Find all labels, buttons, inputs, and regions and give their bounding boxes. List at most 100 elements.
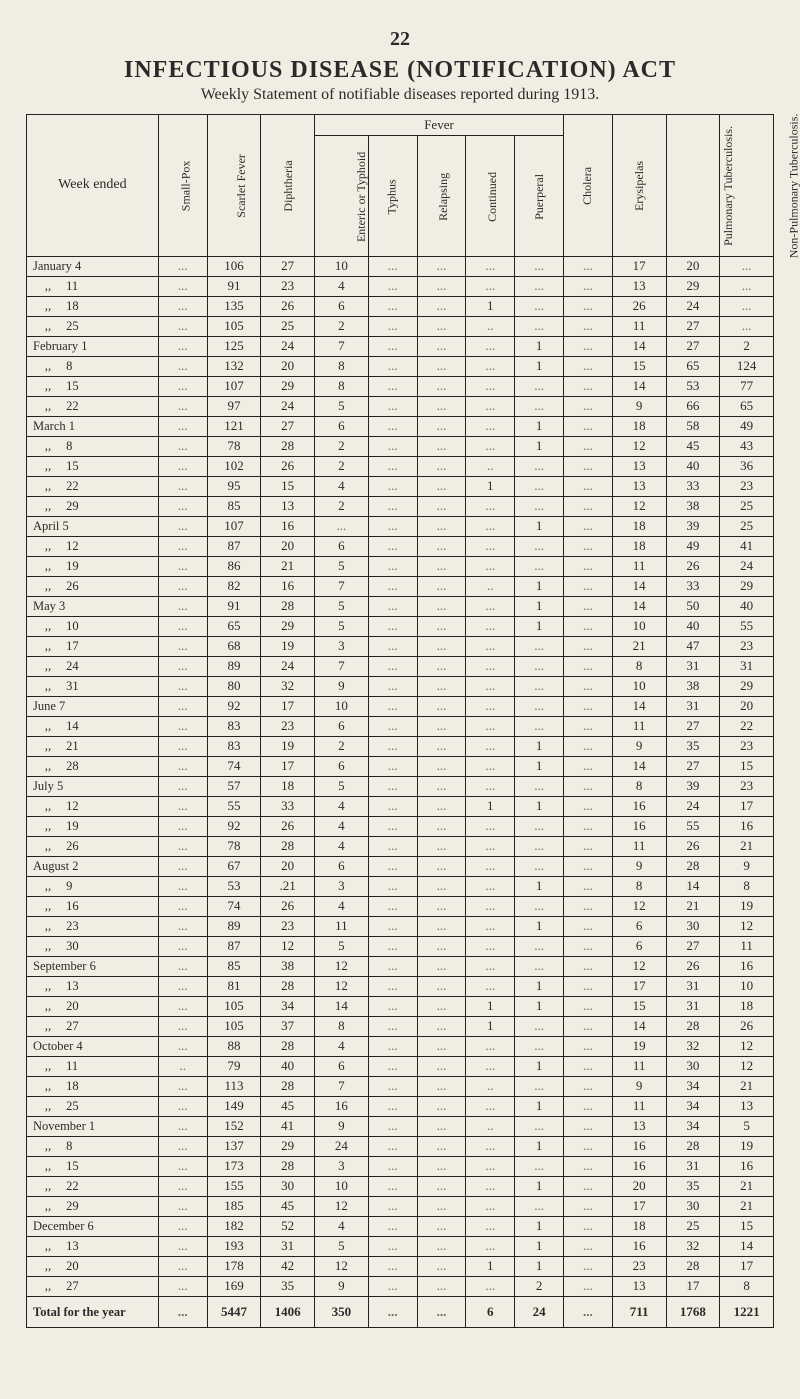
cell: 40	[261, 1057, 315, 1077]
row-label: ,, 24	[27, 657, 159, 677]
cell: 4	[315, 797, 369, 817]
cell: .21	[261, 877, 315, 897]
cell: 1	[515, 437, 564, 457]
cell: 27	[666, 757, 720, 777]
cell: 8	[720, 1277, 774, 1297]
cell: 8	[315, 1017, 369, 1037]
cell: 38	[666, 677, 720, 697]
cell: ...	[158, 317, 207, 337]
cell: ...	[417, 757, 466, 777]
cell: 83	[207, 717, 261, 737]
cell: 169	[207, 1277, 261, 1297]
cell: ...	[368, 397, 417, 417]
cell: 29	[720, 577, 774, 597]
cell: 39	[666, 777, 720, 797]
cell: ...	[466, 857, 515, 877]
cell: 15	[261, 477, 315, 497]
cell: 45	[261, 1097, 315, 1117]
cell: ...	[515, 897, 564, 917]
cell: ...	[466, 757, 515, 777]
row-label: ,, 27	[27, 1277, 159, 1297]
cell: 87	[207, 537, 261, 557]
cell: ...	[466, 777, 515, 797]
cell: 5	[315, 1237, 369, 1257]
row-label: March 1	[27, 417, 159, 437]
cell: 12	[720, 917, 774, 937]
cell: ...	[515, 857, 564, 877]
cell: ...	[417, 1037, 466, 1057]
cell: 27	[666, 317, 720, 337]
cell: ...	[720, 257, 774, 277]
cell: ...	[417, 697, 466, 717]
row-label: November 1	[27, 1117, 159, 1137]
cell: ...	[368, 1197, 417, 1217]
cell: ...	[368, 757, 417, 777]
cell: ...	[417, 737, 466, 757]
cell: ...	[417, 377, 466, 397]
cell: ...	[158, 497, 207, 517]
cell: 14	[315, 997, 369, 1017]
cell: ...	[158, 477, 207, 497]
cell: ...	[368, 1097, 417, 1117]
cell: ...	[563, 1217, 612, 1237]
row-label: February 1	[27, 337, 159, 357]
cell: ...	[466, 377, 515, 397]
table-row: ,, 8...1372924.........1...162819	[27, 1137, 774, 1157]
cell: ...	[368, 877, 417, 897]
cell: ...	[515, 1197, 564, 1217]
cell: 135	[207, 297, 261, 317]
cell: 12	[720, 1057, 774, 1077]
row-label: ,, 8	[27, 1137, 159, 1157]
row-label: ,, 26	[27, 577, 159, 597]
cell: ...	[563, 297, 612, 317]
cell: ...	[563, 557, 612, 577]
cell: 24	[261, 337, 315, 357]
cell: 1	[515, 1177, 564, 1197]
cell: 35	[261, 1277, 315, 1297]
cell: 14	[612, 1017, 666, 1037]
cell: ...	[417, 917, 466, 937]
cell: ...	[515, 1017, 564, 1037]
cell: ...	[158, 917, 207, 937]
cell: 9	[315, 677, 369, 697]
cell: 18	[612, 1217, 666, 1237]
cell: ...	[466, 417, 515, 437]
cell: ..	[466, 457, 515, 477]
cell: 102	[207, 457, 261, 477]
col-scarlet-fever: Scarlet Fever	[207, 115, 261, 257]
cell: ...	[515, 477, 564, 497]
cell: 55	[666, 817, 720, 837]
cell: 35	[666, 737, 720, 757]
table-row: February 1...125247.........1...14272	[27, 337, 774, 357]
cell: 7	[315, 337, 369, 357]
cell: ...	[563, 737, 612, 757]
cell: 13	[261, 497, 315, 517]
cell: ...	[158, 537, 207, 557]
cell: ...	[515, 497, 564, 517]
cell: 26	[720, 1017, 774, 1037]
row-label: ,, 14	[27, 717, 159, 737]
cell: 19	[720, 1137, 774, 1157]
table-row: ,, 10...65295.........1...104055	[27, 617, 774, 637]
cell: ...	[368, 717, 417, 737]
cell: 58	[666, 417, 720, 437]
cell: ...	[417, 597, 466, 617]
row-label: ,, 22	[27, 397, 159, 417]
cell: ..	[466, 1117, 515, 1137]
cell: ...	[563, 457, 612, 477]
cell: ...	[515, 257, 564, 277]
cell: 1	[515, 597, 564, 617]
cell: 1	[515, 417, 564, 437]
cell: 42	[261, 1257, 315, 1277]
row-label: August 2	[27, 857, 159, 877]
cell: ...	[158, 997, 207, 1017]
cell: 152	[207, 1117, 261, 1137]
cell: 47	[666, 637, 720, 657]
table-row: ,, 19...86215...............112624	[27, 557, 774, 577]
cell: 11	[315, 917, 369, 937]
cell: 32	[261, 677, 315, 697]
cell: ...	[417, 1097, 466, 1117]
cell: 105	[207, 317, 261, 337]
cell: ...	[417, 997, 466, 1017]
cell: 16	[261, 517, 315, 537]
